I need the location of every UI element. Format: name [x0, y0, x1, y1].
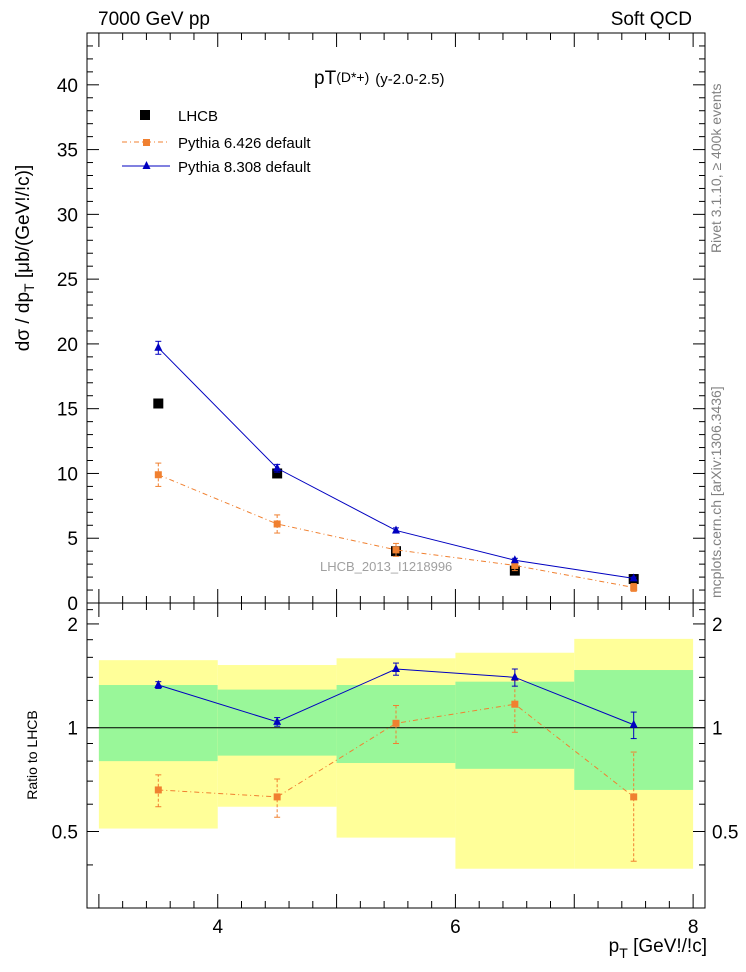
main-plot-series	[153, 340, 639, 592]
plot-title-particle: (D*+)	[336, 69, 369, 85]
plot-title: pT(D*+) (y-2.0-2.5)	[314, 68, 444, 89]
category-label: Soft QCD	[611, 9, 692, 30]
pythia8-point	[510, 555, 519, 564]
x-tick-label: 6	[450, 917, 461, 938]
pythia6-ratio-point	[273, 793, 281, 801]
pythia8-point	[629, 573, 638, 582]
pythia8-point	[392, 525, 400, 534]
pythia8-ratio-point	[154, 680, 163, 689]
legend: LHCB Pythia 6.426 default Pythia 8.308 d…	[122, 108, 311, 176]
y-tick-label: 0	[67, 594, 78, 615]
ratio-band-inner	[98, 685, 218, 762]
y-tick-label: 10	[57, 464, 78, 485]
ratio-y-axis-label: Ratio to LHCB	[24, 710, 40, 799]
pythia6-line	[158, 474, 634, 588]
rivet-version-label: Rivet 3.1.10, ≥ 400k events	[708, 83, 724, 253]
legend-marker-pythia6	[143, 139, 150, 146]
analysis-watermark: LHCB_2013_I1218996	[320, 559, 452, 574]
x-tick-label: 4	[212, 917, 223, 938]
ratio-tick-label-right: 2	[712, 615, 723, 636]
pythia6-point	[154, 471, 162, 479]
ratio-tick-label-right: 1	[712, 719, 723, 740]
y-tick-label: 35	[57, 141, 78, 162]
ratio-plot-frame	[86, 602, 706, 909]
pythia6-ratio-point	[630, 793, 638, 801]
pythia6-ratio-point	[392, 719, 400, 727]
ratio-axis-ticks: 0.5 0.5 1 1 2 2 4 6 8	[52, 603, 738, 938]
plot-title-range: (y-2.0-2.5)	[375, 71, 444, 88]
ratio-tick-label-left: 2	[67, 615, 78, 636]
main-y-axis-label: dσ / dpT [μb/(GeV!/!c)]	[13, 165, 37, 351]
x-axis-label: pT [GeV!/!c]	[609, 936, 707, 961]
y-tick-label: 40	[57, 76, 78, 97]
pythia6-point	[273, 520, 281, 528]
pythia6-point	[392, 546, 400, 554]
ratio-tick-label-left: 1	[67, 719, 78, 740]
ratio-tick-label-left: 0.5	[52, 823, 78, 844]
x-tick-label: 8	[688, 917, 699, 938]
legend-label-pythia6: Pythia 6.426 default	[178, 135, 311, 152]
y-tick-label: 30	[57, 205, 78, 226]
pythia8-ratio-point	[392, 664, 400, 673]
pythia6-ratio-point	[511, 700, 519, 708]
pythia8-point	[154, 342, 163, 351]
main-y-axis-ticks: 0 5 10 15 20 25 30 35 40	[57, 32, 705, 615]
y-tick-label: 20	[57, 335, 78, 356]
source-url-label: mcplots.cern.ch [arXiv:1306.3436]	[708, 386, 724, 598]
pythia8-point	[273, 463, 282, 472]
y-tick-label: 5	[67, 529, 78, 550]
legend-marker-pythia8	[142, 161, 151, 169]
pythia8-ratio-point	[273, 716, 282, 725]
y-tick-label: 15	[57, 400, 78, 421]
energy-label: 7000 GeV pp	[98, 9, 210, 30]
legend-marker-lhcb	[140, 110, 150, 120]
legend-label-lhcb: LHCB	[178, 108, 218, 125]
pythia6-point	[630, 583, 638, 591]
y-tick-label: 25	[57, 270, 78, 291]
pythia8-ratio-point	[510, 672, 519, 681]
ratio-tick-label-right: 0.5	[712, 823, 738, 844]
lhcb-point	[153, 398, 164, 409]
ratio-plot-series	[154, 662, 638, 862]
lhcb-point	[272, 468, 283, 479]
pythia8-ratio-point	[629, 719, 638, 728]
legend-label-pythia8: Pythia 8.308 default	[178, 159, 311, 176]
pythia6-ratio-point	[154, 786, 162, 794]
pythia6-point	[511, 561, 519, 569]
